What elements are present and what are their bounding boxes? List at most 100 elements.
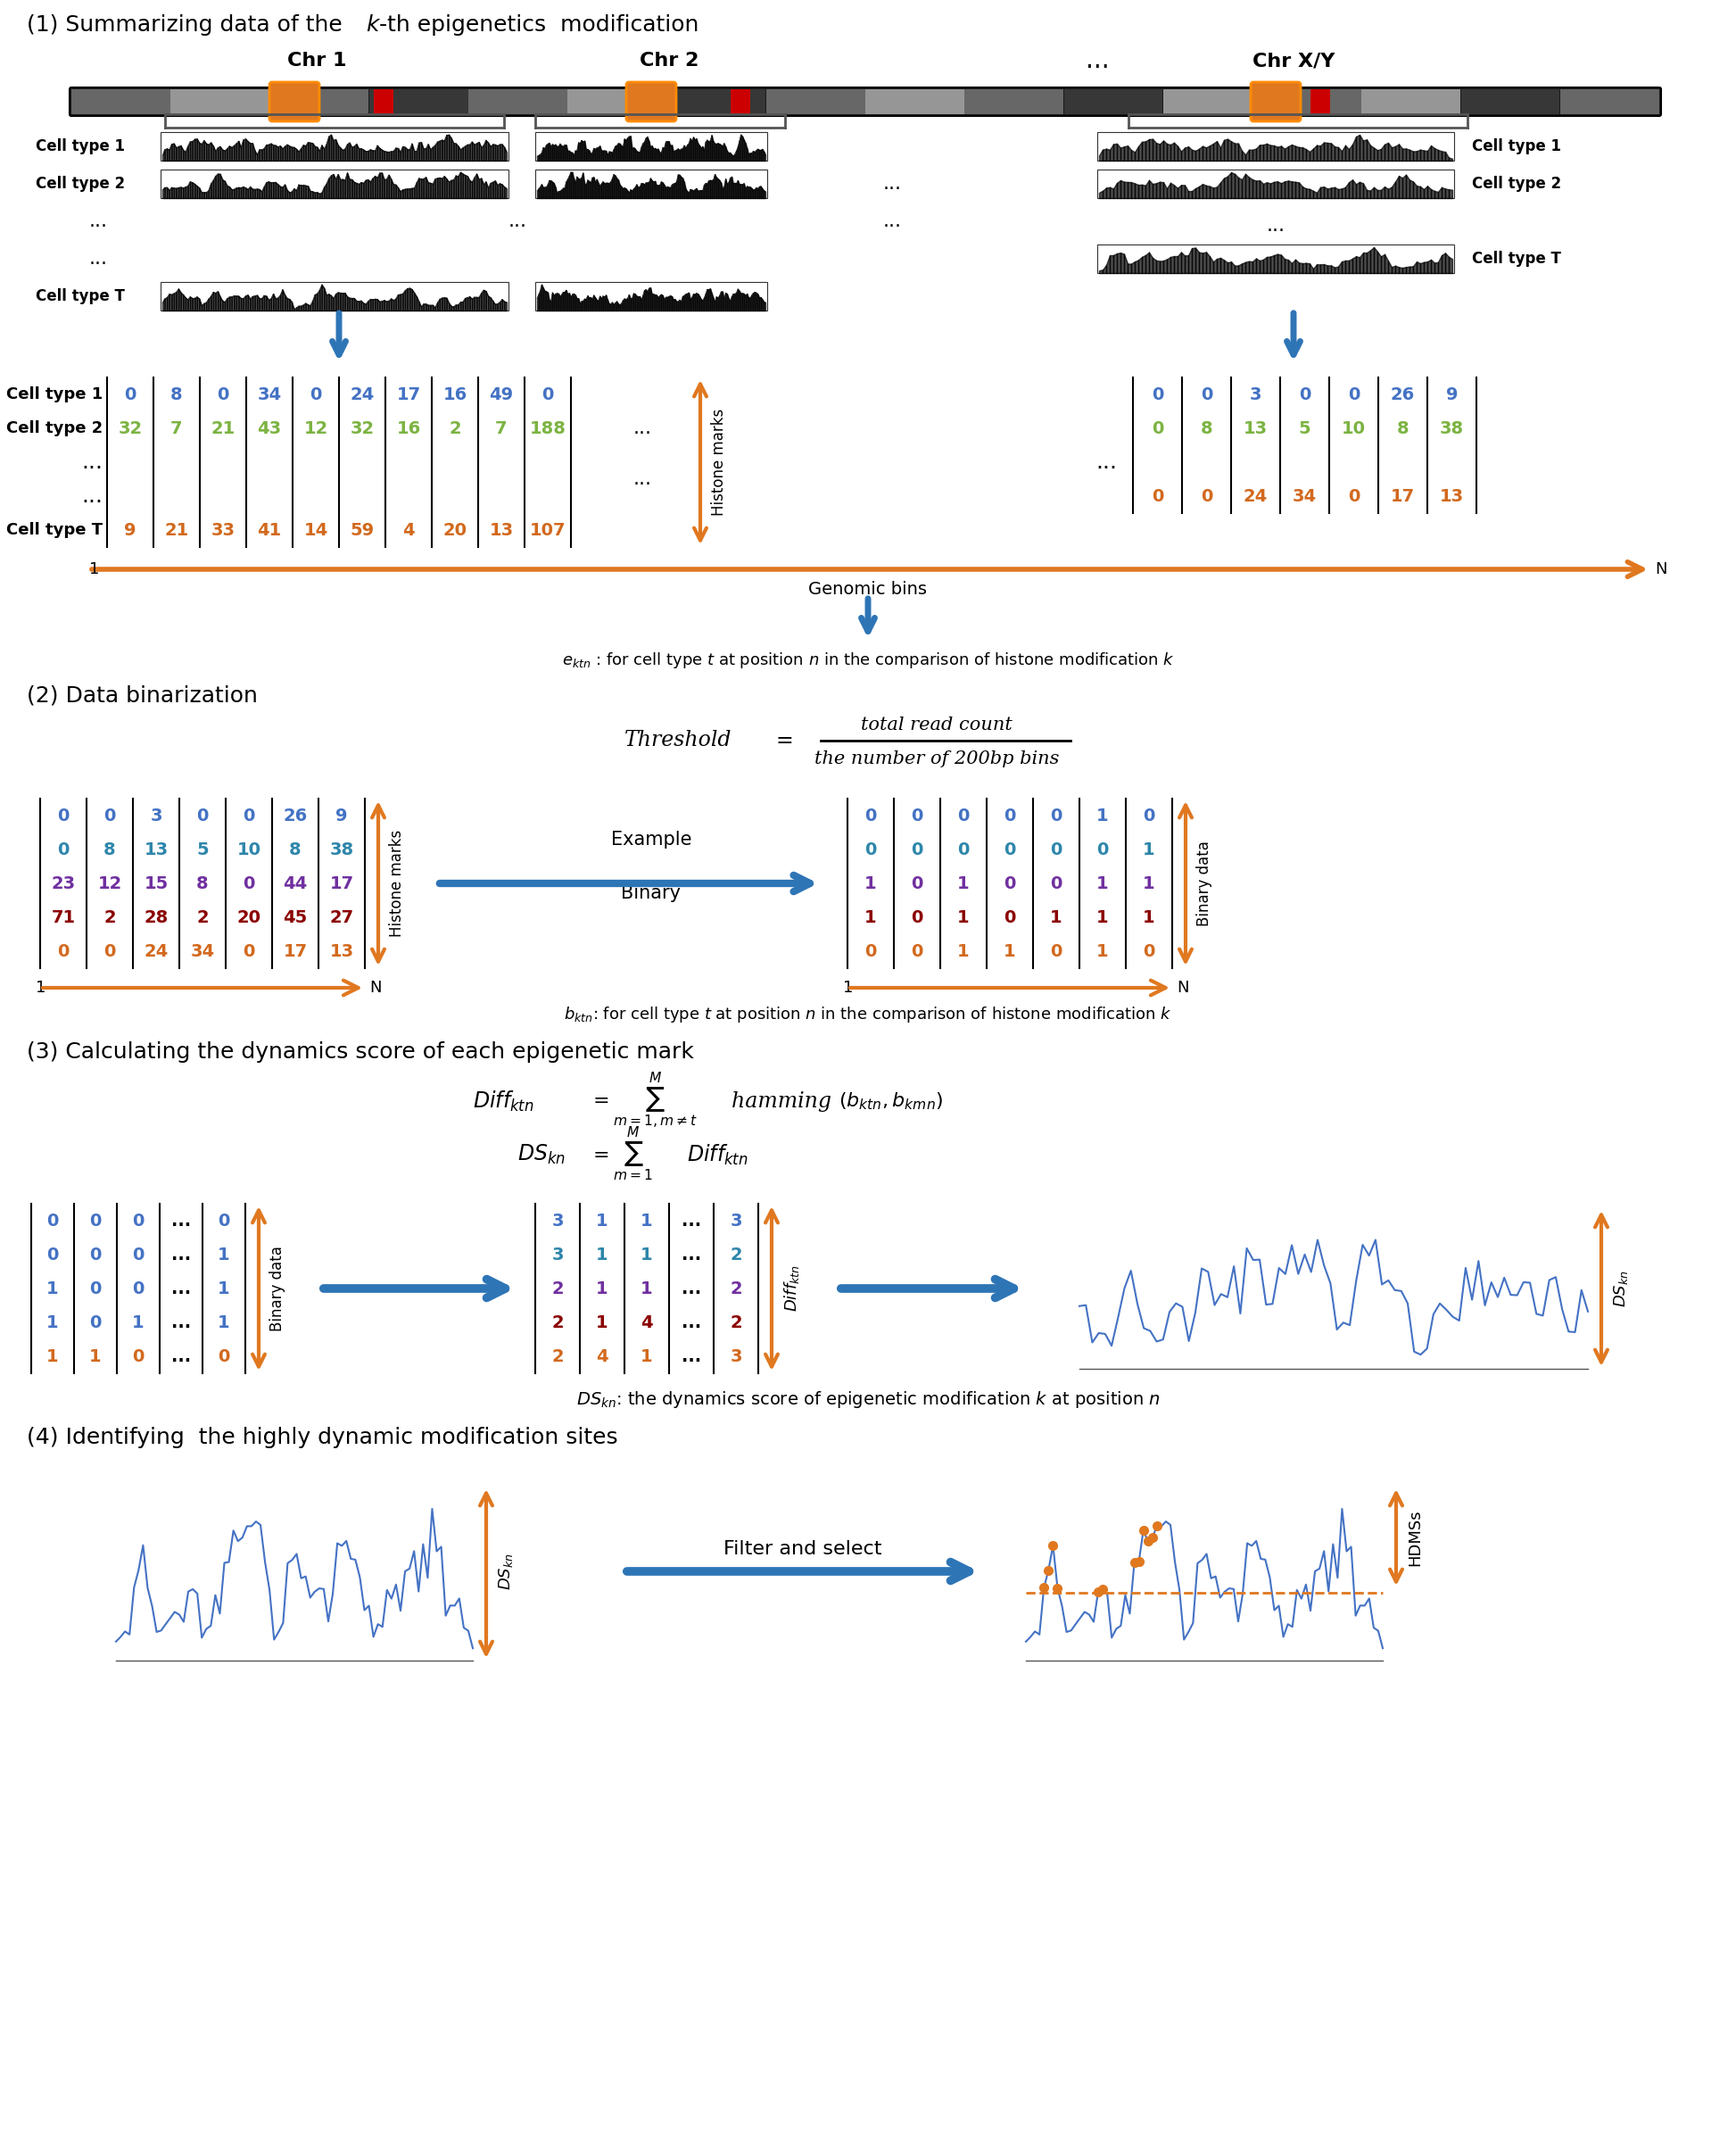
Text: $DS_{kn}$: $DS_{kn}$ [517, 1144, 566, 1165]
Text: 21: 21 [165, 521, 189, 539]
Text: 24: 24 [144, 942, 168, 959]
FancyBboxPatch shape [269, 82, 319, 122]
Text: 10: 10 [236, 841, 260, 858]
Text: 1: 1 [1142, 908, 1154, 925]
Text: 1: 1 [641, 1247, 653, 1264]
Text: 0: 0 [243, 876, 255, 893]
Text: 59: 59 [351, 521, 375, 539]
Text: 28: 28 [144, 908, 168, 925]
Text: 0: 0 [90, 1212, 101, 1230]
Text: 7: 7 [495, 421, 507, 438]
Text: 45: 45 [283, 908, 307, 925]
Text: 0: 0 [1201, 487, 1212, 504]
Text: hamming: hamming [731, 1090, 838, 1112]
Text: ...: ... [89, 249, 108, 268]
Text: 3: 3 [1250, 386, 1262, 403]
Bar [71, 90, 170, 114]
Text: ...: ... [172, 1279, 191, 1296]
Text: Chr X/Y: Chr X/Y [1252, 52, 1335, 69]
Text: 0: 0 [1003, 876, 1016, 893]
Bar [667, 90, 766, 114]
Text: 0: 0 [1050, 841, 1062, 858]
Text: 1: 1 [132, 1313, 144, 1331]
Text: 23: 23 [52, 876, 75, 893]
Text: HDMSs: HDMSs [1406, 1509, 1424, 1567]
Text: 14: 14 [304, 521, 328, 539]
Text: 0: 0 [104, 807, 116, 824]
Text: 0: 0 [1003, 908, 1016, 925]
Text: ...: ... [172, 1212, 191, 1230]
Bar [535, 133, 767, 161]
Text: 0: 0 [47, 1212, 59, 1230]
Text: 13: 13 [330, 942, 354, 959]
Text: 13: 13 [144, 841, 168, 858]
Text: 32: 32 [351, 421, 375, 438]
Text: 21: 21 [210, 421, 234, 438]
Text: 0: 0 [217, 386, 229, 403]
Text: 3: 3 [729, 1348, 741, 1365]
Text: 2: 2 [552, 1348, 564, 1365]
Bar [1163, 90, 1262, 114]
Text: 0: 0 [1151, 421, 1163, 438]
Text: 2: 2 [196, 908, 208, 925]
Text: 2: 2 [729, 1279, 741, 1296]
Text: 10: 10 [1342, 421, 1366, 438]
Bar [535, 281, 767, 311]
Text: 0: 0 [57, 841, 69, 858]
Text: 2: 2 [552, 1313, 564, 1331]
Bar [1361, 90, 1460, 114]
Text: 8: 8 [1397, 421, 1410, 438]
FancyBboxPatch shape [69, 88, 1661, 116]
Text: 4: 4 [641, 1313, 653, 1331]
Text: 0: 0 [219, 1348, 229, 1365]
Text: Threshold: Threshold [625, 730, 733, 751]
Bar [160, 170, 509, 197]
Text: 0: 0 [132, 1247, 144, 1264]
Text: 32: 32 [118, 421, 142, 438]
Text: Binary data: Binary data [269, 1245, 285, 1331]
Text: 16: 16 [396, 421, 420, 438]
Text: 0: 0 [125, 386, 135, 403]
Text: 1: 1 [89, 1348, 101, 1365]
Text: (1) Summarizing data of the: (1) Summarizing data of the [26, 15, 349, 36]
Text: Cell type 1: Cell type 1 [1472, 137, 1561, 155]
Text: 34: 34 [1293, 487, 1318, 504]
Text: 27: 27 [330, 908, 354, 925]
Text: 0: 0 [219, 1212, 229, 1230]
Text: Cell type T: Cell type T [7, 521, 102, 539]
Text: 43: 43 [257, 421, 281, 438]
Text: Cell type 2: Cell type 2 [35, 176, 125, 191]
Text: 13: 13 [1439, 487, 1463, 504]
Text: N: N [1177, 981, 1189, 996]
Text: 0: 0 [132, 1279, 144, 1296]
Text: ...: ... [172, 1348, 191, 1365]
Text: 34: 34 [191, 942, 215, 959]
Text: $= \sum_{m=1}^{M}$: $= \sum_{m=1}^{M}$ [589, 1127, 653, 1182]
Bar [1561, 90, 1660, 114]
Text: N: N [370, 981, 382, 996]
Text: 8: 8 [1201, 421, 1213, 438]
Text: 9: 9 [335, 807, 347, 824]
Text: 0: 0 [542, 386, 554, 403]
Text: Histone marks: Histone marks [389, 831, 404, 938]
Text: Chr 1: Chr 1 [286, 52, 347, 69]
Text: $e_{ktn}$ : for cell type $t$ at position $n$ in the comparison of histone modif: $e_{ktn}$ : for cell type $t$ at positio… [561, 650, 1175, 670]
Text: 0: 0 [958, 841, 969, 858]
Text: 0: 0 [309, 386, 321, 403]
Text: 2: 2 [552, 1279, 564, 1296]
Text: 2: 2 [104, 908, 116, 925]
Text: 0: 0 [1097, 841, 1109, 858]
Text: 34: 34 [257, 386, 281, 403]
Bar [865, 90, 963, 114]
Text: 17: 17 [1391, 487, 1415, 504]
Text: ...: ... [509, 212, 526, 230]
Text: 0: 0 [1142, 807, 1154, 824]
Bar [1460, 90, 1559, 114]
Text: 188: 188 [529, 421, 566, 438]
Text: 15: 15 [144, 876, 168, 893]
Bar [170, 90, 269, 114]
Text: 38: 38 [1439, 421, 1463, 438]
Text: 1: 1 [89, 562, 99, 577]
Text: 1: 1 [957, 942, 969, 959]
Text: 1: 1 [47, 1313, 59, 1331]
